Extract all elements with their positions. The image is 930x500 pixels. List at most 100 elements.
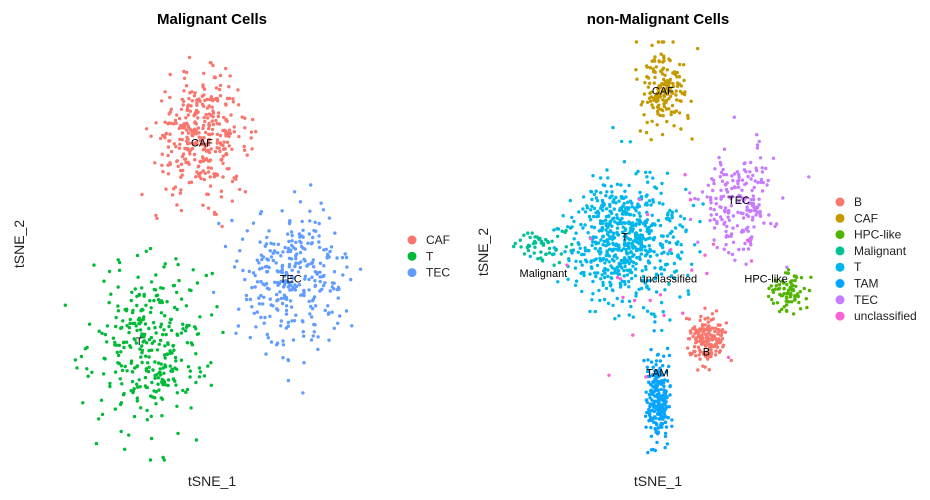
scatter-point-tec bbox=[757, 197, 761, 201]
scatter-point-caf bbox=[665, 91, 669, 96]
scatter-point-caf bbox=[208, 175, 212, 179]
scatter-point-t bbox=[612, 259, 616, 263]
scatter-point-b bbox=[706, 320, 710, 324]
scatter-point-t bbox=[121, 319, 125, 323]
scatter-point-t bbox=[108, 384, 112, 389]
scatter-point-t bbox=[160, 397, 165, 401]
scatter-point-hpc-like bbox=[796, 294, 800, 299]
scatter-point-unclassified bbox=[645, 212, 650, 217]
scatter-point-tam bbox=[665, 346, 670, 351]
scatter-point-caf bbox=[662, 105, 667, 109]
scatter-point-b bbox=[686, 337, 691, 341]
scatter-point-tec bbox=[244, 293, 249, 298]
scatter-point-b bbox=[706, 331, 710, 335]
scatter-point-t bbox=[153, 376, 157, 380]
scatter-point-caf bbox=[160, 163, 164, 167]
scatter-point-t bbox=[614, 195, 618, 200]
scatter-point-malignant bbox=[528, 235, 532, 240]
scatter-point-t bbox=[87, 322, 92, 326]
scatter-point-malignant bbox=[539, 250, 543, 254]
scatter-point-tec bbox=[311, 258, 315, 262]
scatter-point-tec bbox=[257, 261, 261, 265]
scatter-point-tec bbox=[310, 315, 314, 319]
scatter-point-t bbox=[686, 289, 690, 293]
legend-label-tec: TEC bbox=[426, 266, 450, 280]
scatter-point-t bbox=[124, 340, 129, 344]
scatter-point-malignant bbox=[526, 243, 531, 248]
scatter-point-t bbox=[120, 382, 124, 386]
scatter-point-t bbox=[140, 351, 144, 355]
scatter-point-t bbox=[156, 298, 161, 302]
scatter-point-t bbox=[169, 369, 173, 373]
scatter-point-tam bbox=[667, 364, 671, 369]
scatter-point-caf bbox=[199, 176, 203, 181]
scatter-point-t bbox=[594, 189, 598, 193]
scatter-point-caf bbox=[645, 120, 649, 125]
scatter-point-t bbox=[149, 335, 154, 340]
scatter-point-t bbox=[175, 333, 180, 337]
scatter-point-t bbox=[600, 273, 604, 277]
scatter-point-tec bbox=[230, 218, 234, 223]
scatter-point-t bbox=[118, 377, 123, 381]
scatter-point-tec bbox=[731, 240, 736, 244]
scatter-point-t bbox=[632, 213, 636, 217]
scatter-point-tam bbox=[661, 363, 665, 368]
scatter-point-tam bbox=[659, 408, 663, 413]
scatter-point-t bbox=[610, 211, 614, 215]
scatter-point-caf bbox=[217, 87, 222, 92]
scatter-point-b bbox=[696, 368, 700, 372]
scatter-point-t bbox=[626, 236, 630, 240]
scatter-point-tec bbox=[326, 304, 330, 308]
scatter-point-t bbox=[568, 198, 572, 203]
scatter-point-tec bbox=[289, 230, 294, 234]
scatter-point-caf bbox=[178, 142, 182, 146]
scatter-point-t bbox=[643, 237, 648, 242]
scatter-point-caf bbox=[639, 103, 643, 107]
scatter-point-tec bbox=[265, 270, 269, 274]
scatter-point-t bbox=[94, 441, 99, 446]
scatter-point-t bbox=[659, 272, 664, 276]
scatter-point-t bbox=[594, 196, 598, 200]
scatter-point-tec bbox=[327, 216, 332, 220]
scatter-point-caf bbox=[208, 132, 212, 137]
scatter-point-tec bbox=[322, 264, 326, 268]
scatter-point-t bbox=[639, 245, 643, 250]
scatter-point-tam bbox=[655, 353, 660, 357]
scatter-point-t bbox=[167, 324, 171, 329]
scatter-point-tec bbox=[294, 256, 298, 261]
scatter-point-caf bbox=[168, 132, 172, 136]
scatter-point-tec bbox=[259, 293, 263, 298]
scatter-point-tec bbox=[737, 247, 741, 252]
scatter-point-caf bbox=[237, 134, 241, 139]
scatter-point-caf bbox=[696, 46, 700, 51]
scatter-point-t bbox=[136, 385, 140, 389]
scatter-point-caf bbox=[675, 98, 679, 102]
scatter-point-b bbox=[718, 349, 722, 353]
scatter-point-t bbox=[611, 125, 615, 130]
scatter-point-t bbox=[140, 332, 144, 336]
scatter-point-caf bbox=[168, 72, 172, 77]
scatter-point-tam bbox=[665, 405, 669, 409]
scatter-point-t bbox=[597, 288, 601, 293]
scatter-point-tam bbox=[653, 427, 657, 431]
scatter-point-tec bbox=[289, 275, 294, 280]
scatter-point-tec bbox=[301, 391, 305, 395]
scatter-point-caf bbox=[218, 73, 223, 78]
scatter-point-t bbox=[102, 279, 106, 283]
scatter-point-t bbox=[102, 356, 106, 360]
scatter-point-tec bbox=[286, 246, 291, 251]
scatter-point-t bbox=[667, 241, 672, 245]
scatter-point-caf bbox=[212, 172, 216, 176]
scatter-point-t bbox=[147, 365, 151, 369]
scatter-point-t bbox=[649, 229, 653, 233]
scatter-point-caf bbox=[230, 199, 234, 203]
scatter-point-malignant bbox=[536, 257, 540, 261]
scatter-point-tec bbox=[301, 330, 305, 334]
scatter-point-t bbox=[645, 309, 650, 313]
scatter-point-t bbox=[652, 235, 657, 240]
scatter-point-t bbox=[152, 298, 156, 303]
scatter-point-unclassified bbox=[565, 263, 569, 267]
scatter-point-b bbox=[695, 339, 699, 344]
scatter-point-tec bbox=[261, 282, 265, 286]
scatter-point-tam bbox=[661, 397, 665, 401]
